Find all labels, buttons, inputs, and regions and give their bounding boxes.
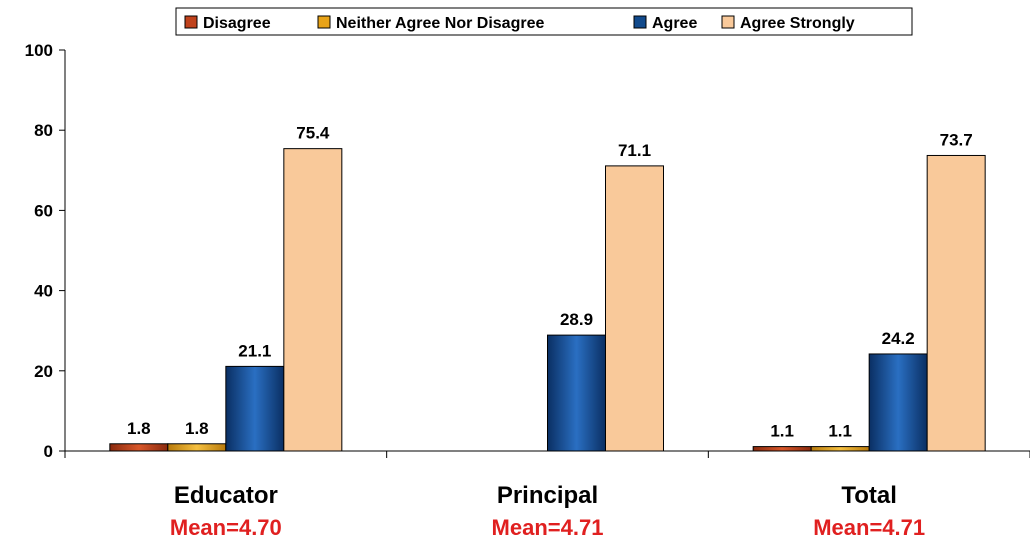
y-tick-label: 80 — [34, 121, 53, 140]
data-label: 21.1 — [238, 341, 271, 360]
data-label: 1.8 — [127, 419, 151, 438]
legend-label: Neither Agree Nor Disagree — [336, 15, 544, 32]
bar-agree — [225, 365, 285, 452]
bar-agree-strongly — [605, 165, 664, 452]
y-tick-label: 40 — [34, 282, 53, 301]
bar-disagree — [752, 446, 812, 452]
category-labels: Educator Mean=4.70 Principal Mean=4.71 Total… — [170, 482, 925, 540]
bar-agree-strongly — [926, 154, 986, 452]
mean-label: Mean=4.71 — [813, 515, 925, 540]
legend-swatch — [721, 15, 735, 29]
data-label: 75.4 — [296, 124, 330, 143]
bar-neither-agree-nor-disagree — [167, 443, 227, 452]
y-tick-label: 100 — [25, 41, 53, 60]
y-tick-label: 60 — [34, 201, 53, 220]
category-label: Total — [841, 482, 897, 509]
bars — [109, 148, 986, 452]
y-tick-label: 0 — [44, 442, 53, 461]
data-label: 28.9 — [560, 310, 593, 329]
bar-agree — [547, 334, 606, 452]
legend-swatch — [317, 15, 331, 29]
data-label: 1.1 — [828, 422, 852, 441]
category-label: Educator — [174, 482, 278, 509]
bar-disagree — [109, 443, 169, 452]
legend-label: Agree — [652, 15, 697, 32]
legend-swatch — [633, 15, 647, 29]
category-label: Principal — [497, 482, 598, 509]
data-label: 1.1 — [770, 422, 794, 441]
legend-label: Agree Strongly — [740, 15, 855, 32]
mean-label: Mean=4.70 — [170, 515, 282, 540]
legend-box — [175, 7, 913, 36]
legend-swatch — [184, 15, 198, 29]
data-labels: 1.8 1.8 21.1 75.4 28.9 71.1 1.1 1.1 24.2 73.7 — [127, 124, 973, 441]
data-label: 71.1 — [618, 141, 651, 160]
data-label: 24.2 — [882, 329, 915, 348]
data-label: 73.7 — [940, 130, 973, 149]
bar-neither-agree-nor-disagree — [810, 446, 870, 452]
legend-label: Disagree — [203, 15, 271, 32]
bar-agree-strongly — [283, 148, 343, 452]
legend: Disagree Neither Agree Nor Disagree Agree A… — [175, 7, 913, 36]
data-label: 1.8 — [185, 419, 209, 438]
mean-label: Mean=4.71 — [492, 515, 604, 540]
y-tick-label: 20 — [34, 362, 53, 381]
bar-agree — [868, 353, 928, 452]
